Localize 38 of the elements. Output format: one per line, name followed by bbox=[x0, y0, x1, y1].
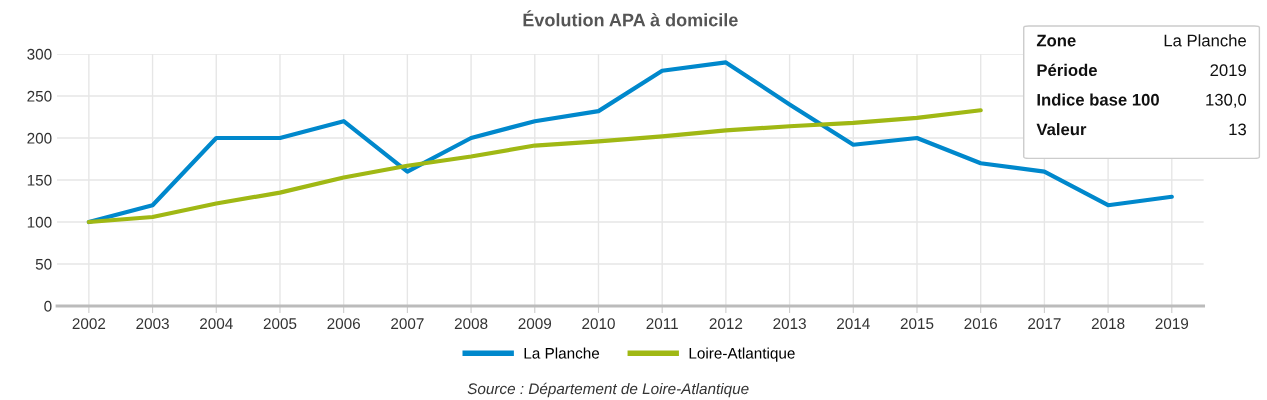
y-tick-label: 250 bbox=[27, 90, 52, 102]
x-tick-label: 2009 bbox=[518, 318, 552, 330]
x-tick-label: 2004 bbox=[200, 318, 233, 330]
x-tick-label: 2015 bbox=[900, 318, 934, 330]
text: 2019 bbox=[1210, 64, 1246, 77]
legend-label: Loire-Atlantique bbox=[689, 347, 795, 362]
x-tick-label: 2003 bbox=[136, 318, 169, 330]
annotation: Valeur bbox=[1036, 123, 1087, 136]
x-tick-label: 2011 bbox=[646, 318, 678, 330]
text: 130,0 bbox=[1206, 93, 1247, 108]
y-tick-label: 50 bbox=[35, 258, 52, 270]
annotation: Indice base 100 bbox=[1037, 93, 1159, 106]
annotation: Période bbox=[1037, 63, 1097, 77]
x-tick-label: 2006 bbox=[327, 318, 360, 330]
x-tick-label: 2007 bbox=[391, 318, 424, 330]
chart-title: Évolution APA à domicile bbox=[523, 10, 738, 27]
x-tick-label: 2014 bbox=[837, 318, 870, 330]
y-tick-label: 150 bbox=[27, 174, 52, 186]
x-tick-label: 2018 bbox=[1091, 318, 1125, 330]
x-tick-label: 2017 bbox=[1028, 318, 1061, 330]
text: 13 bbox=[1229, 123, 1246, 136]
x-tick-label: 2012 bbox=[709, 318, 743, 330]
x-tick-label: 2016 bbox=[964, 318, 998, 330]
x-tick-label: 2019 bbox=[1155, 318, 1189, 330]
y-tick-label: 100 bbox=[27, 216, 52, 228]
x-tick-label: 2010 bbox=[582, 318, 615, 330]
text: La Planche bbox=[1164, 34, 1246, 47]
x-tick-label: 2013 bbox=[773, 318, 806, 330]
legend-label: La Planche bbox=[524, 347, 600, 359]
x-tick-label: 2008 bbox=[454, 318, 488, 330]
text: Zone bbox=[1036, 34, 1076, 47]
source-note: Source : Département de Loire-Atlantique bbox=[467, 382, 749, 398]
x-tick-label: 2002 bbox=[72, 318, 106, 330]
y-tick-label: 300 bbox=[27, 48, 52, 60]
y-tick-label: 0 bbox=[44, 300, 52, 312]
y-tick-label: 200 bbox=[27, 132, 52, 144]
x-tick-label: 2005 bbox=[263, 318, 297, 330]
line-series bbox=[86, 108, 983, 225]
